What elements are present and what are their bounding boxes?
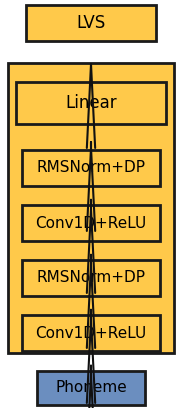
FancyBboxPatch shape	[22, 205, 160, 241]
FancyBboxPatch shape	[26, 5, 156, 41]
Text: RMSNorm+DP: RMSNorm+DP	[37, 160, 145, 175]
Text: Conv1D+ReLU: Conv1D+ReLU	[35, 215, 147, 231]
Text: Phoneme: Phoneme	[55, 381, 127, 395]
FancyBboxPatch shape	[37, 371, 145, 405]
Text: Conv1D+ReLU: Conv1D+ReLU	[35, 326, 147, 341]
FancyBboxPatch shape	[22, 260, 160, 296]
Text: Linear: Linear	[65, 94, 117, 112]
FancyBboxPatch shape	[8, 63, 174, 353]
Text: LVS: LVS	[76, 14, 106, 32]
FancyBboxPatch shape	[22, 315, 160, 351]
FancyBboxPatch shape	[22, 150, 160, 186]
FancyBboxPatch shape	[16, 82, 166, 124]
Text: RMSNorm+DP: RMSNorm+DP	[37, 271, 145, 286]
